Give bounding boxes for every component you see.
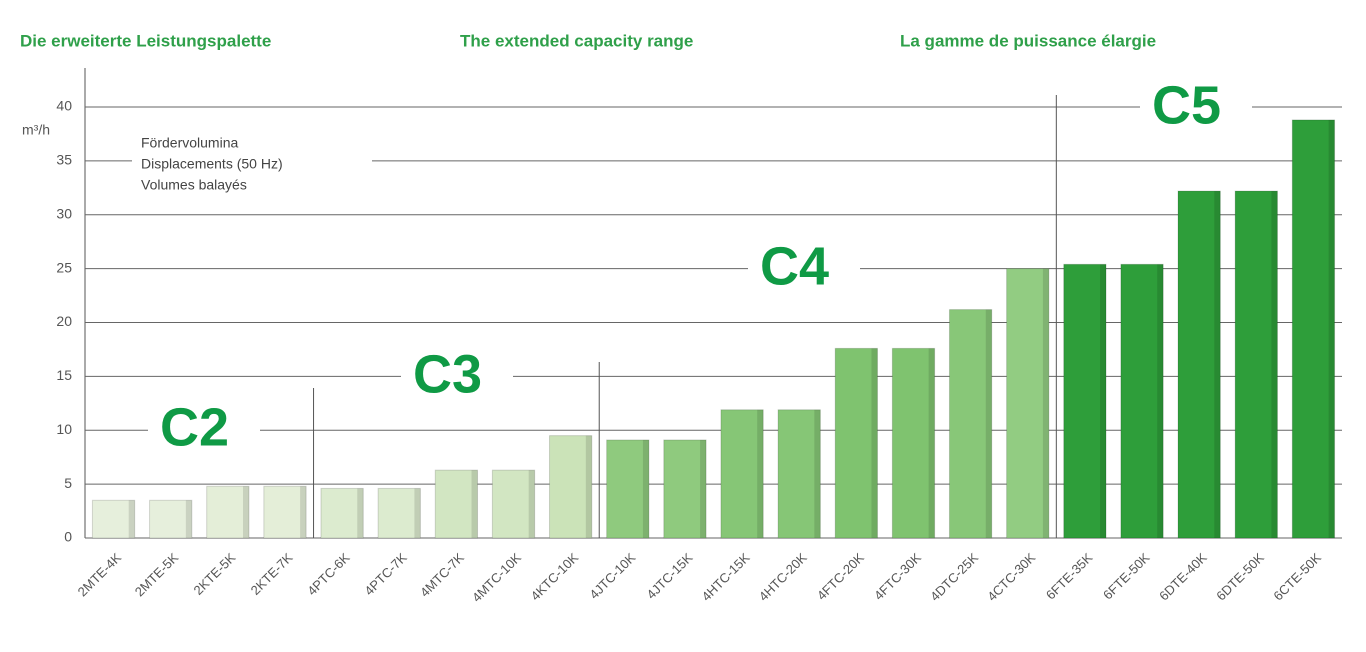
bar — [91, 499, 136, 539]
x-tick-label: 4MTC-7K — [417, 550, 467, 600]
y-tick-label: 20 — [56, 313, 72, 329]
bar — [777, 409, 821, 539]
bar-shade — [300, 486, 307, 538]
bar-shade — [1214, 191, 1221, 539]
y-tick-label: 10 — [56, 421, 72, 437]
bar-shade — [1271, 191, 1278, 539]
bar-shade — [985, 309, 992, 538]
bar — [720, 409, 764, 539]
chart-title: La gamme de puissance élargie — [900, 31, 1156, 50]
y-tick-label: 15 — [56, 367, 72, 383]
group-label-bg — [748, 239, 860, 295]
bar — [434, 469, 479, 539]
bar — [549, 435, 593, 539]
bar-shade — [1328, 119, 1335, 539]
bar — [606, 439, 650, 539]
bar — [1063, 263, 1107, 539]
bar — [1291, 119, 1336, 539]
x-tick-label: 4PTC-6K — [304, 550, 353, 599]
group-label-bg — [401, 347, 513, 403]
bar-shade — [185, 500, 192, 538]
y-tick-label: 40 — [56, 98, 72, 114]
x-tick-label: 2KTE-7K — [248, 550, 296, 598]
x-tick-label: 4FTC-30K — [871, 550, 924, 603]
x-tick-label: 2KTE-5K — [190, 550, 238, 598]
x-tick-label: 4MTC-10K — [469, 550, 524, 605]
x-tick-label: 6DTE-40K — [1156, 550, 1210, 604]
bar-shade — [1042, 268, 1049, 538]
y-tick-label: 35 — [56, 152, 72, 168]
bar — [663, 439, 707, 539]
x-tick-label: 4HTC-20K — [756, 550, 810, 604]
group-label: C3 — [413, 344, 482, 404]
bar — [149, 499, 193, 539]
y-tick-label: 25 — [56, 259, 72, 275]
bar — [263, 485, 307, 539]
x-tick-label: 6CTE-50K — [1270, 550, 1324, 604]
bar — [1234, 190, 1278, 539]
x-tick-label: 4KTC-10K — [528, 550, 582, 604]
group-label-bg — [148, 400, 260, 456]
x-tick-label: 4FTC-20K — [814, 550, 867, 603]
bar-shade — [757, 409, 764, 538]
x-tick-label: 6DTE-50K — [1213, 550, 1267, 604]
x-tick-label: 6FTE-35K — [1043, 550, 1096, 603]
bar-shade — [1100, 264, 1107, 538]
group-label-bg — [1140, 78, 1252, 134]
bar — [948, 309, 993, 539]
group-label: C5 — [1152, 75, 1221, 135]
annotation: Displacements (50 Hz) — [141, 156, 283, 172]
bar-shade — [528, 470, 535, 538]
annotation-bg — [132, 126, 372, 196]
bar-shade — [128, 500, 135, 538]
bar-shade — [814, 409, 821, 538]
bar — [491, 469, 536, 539]
bar-shade — [1157, 264, 1164, 538]
bar-shade — [357, 488, 364, 538]
bar-shade — [414, 488, 421, 538]
y-axis-label: m³/h — [22, 122, 50, 138]
bar — [1006, 268, 1050, 539]
x-tick-label: 4JTC-10K — [586, 550, 638, 602]
bar — [206, 485, 250, 539]
y-tick-label: 0 — [64, 529, 72, 545]
y-tick-label: 5 — [64, 475, 72, 491]
x-tick-label: 4DTC-25K — [927, 550, 981, 604]
x-tick-label: 4HTC-15K — [699, 550, 753, 604]
group-label: C4 — [760, 236, 829, 296]
x-tick-label: 4PTC-7K — [361, 550, 410, 599]
chart-title: Die erweiterte Leistungspalette — [20, 31, 271, 50]
bar — [320, 487, 364, 539]
bar-shade — [642, 439, 649, 538]
bar-shade — [871, 348, 878, 538]
x-tick-label: 2MTE-4K — [75, 550, 125, 600]
group-label: C2 — [160, 397, 229, 457]
bar-shade — [700, 439, 707, 538]
annotation: Volumes balayés — [141, 177, 247, 193]
bar-shade — [928, 348, 935, 538]
x-tick-label: 6FTE-50K — [1100, 550, 1153, 603]
bar — [1177, 190, 1221, 539]
bar-shade — [242, 486, 249, 538]
annotation: Fördervolumina — [141, 135, 238, 151]
bar — [834, 347, 878, 539]
bar-shade — [585, 435, 592, 538]
x-tick-label: 2MTE-5K — [132, 550, 182, 600]
bar-shade — [471, 470, 478, 538]
y-tick-label: 30 — [56, 205, 72, 221]
chart-title: The extended capacity range — [460, 31, 693, 50]
x-tick-label: 4CTC-30K — [984, 550, 1038, 604]
bar — [1120, 263, 1164, 539]
bar — [891, 347, 936, 539]
bar — [377, 487, 421, 539]
x-tick-label: 4JTC-15K — [643, 550, 695, 602]
